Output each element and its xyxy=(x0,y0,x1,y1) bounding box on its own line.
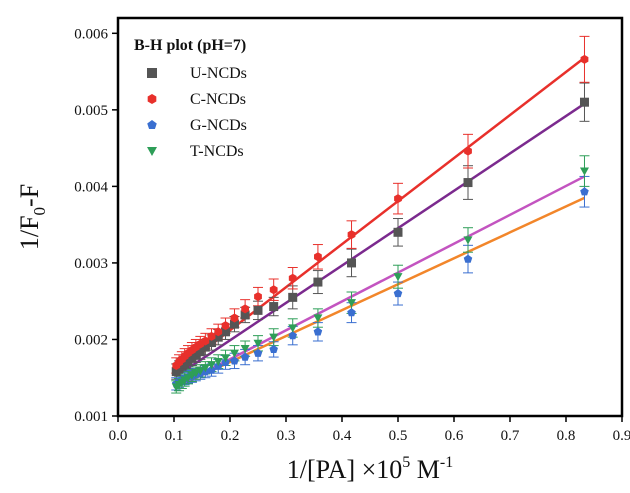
point-t-ncds xyxy=(347,299,357,308)
y-tick-label: 0.004 xyxy=(74,179,108,195)
fit-line-t-ncds xyxy=(175,175,586,389)
point-c-ncds xyxy=(241,304,250,314)
x-tick-label: 0.3 xyxy=(277,428,296,444)
point-t-ncds xyxy=(191,369,201,378)
x-label-sup: 5 xyxy=(402,454,410,471)
point-t-ncds xyxy=(240,345,250,354)
legend-marker-t-ncds xyxy=(147,147,157,156)
point-t-ncds xyxy=(393,273,403,282)
legend-marker-g-ncds xyxy=(147,120,157,130)
point-u-ncds xyxy=(579,97,589,107)
axes-layer: 0.0 0.1 0.2 0.3 0.4 0.5 0.6 0.7 0.8 0.9 0.001 0.002… xyxy=(74,16,630,444)
point-g-ncds xyxy=(313,327,323,336)
point-t-ncds xyxy=(269,333,279,342)
fit-line-g-ncds xyxy=(175,196,586,389)
point-u-ncds xyxy=(195,347,205,357)
point-t-ncds xyxy=(200,364,210,373)
y-tick-label: 0.003 xyxy=(74,256,108,272)
point-t-ncds xyxy=(229,349,239,358)
point-c-ncds xyxy=(207,331,216,341)
x-tick-label: 0.6 xyxy=(445,428,464,444)
point-c-ncds xyxy=(580,54,589,64)
plot-frame xyxy=(116,16,624,418)
fit-line-u-ncds xyxy=(175,102,586,378)
point-g-ncds xyxy=(463,254,473,263)
point-c-ncds xyxy=(314,252,322,262)
x-tick-label: 0.5 xyxy=(389,428,408,444)
x-tick-label: 0.4 xyxy=(333,428,352,444)
point-c-ncds xyxy=(254,292,262,302)
point-u-ncds xyxy=(253,305,263,315)
point-g-ncds xyxy=(207,365,216,374)
point-u-ncds xyxy=(269,302,279,312)
point-u-ncds xyxy=(240,310,250,320)
point-c-ncds xyxy=(201,336,210,346)
point-t-ncds xyxy=(253,339,263,348)
point-t-ncds xyxy=(207,361,217,370)
point-u-ncds xyxy=(393,227,403,237)
point-t-ncds xyxy=(221,354,231,363)
x-tick-label: 0.9 xyxy=(613,428,630,444)
point-u-ncds xyxy=(347,258,357,268)
legend-label-t-ncds: T-NCDs xyxy=(190,143,244,160)
point-u-ncds xyxy=(463,178,473,188)
points-layer xyxy=(171,54,589,392)
point-t-ncds xyxy=(579,167,589,176)
point-g-ncds xyxy=(269,344,278,354)
x-label-tail: M xyxy=(410,455,440,484)
legend-marker-c-ncds xyxy=(147,94,157,104)
y-axis-label: 1/F0-F xyxy=(15,184,49,250)
y-tick-label: 0.006 xyxy=(74,26,108,42)
point-t-ncds xyxy=(463,236,473,245)
x-tick-label: 0.0 xyxy=(109,428,128,444)
point-u-ncds xyxy=(221,327,231,337)
y-tick-label: 0.005 xyxy=(74,103,108,119)
point-c-ncds xyxy=(347,230,356,240)
y-label-sub: 0 xyxy=(30,207,49,216)
point-u-ncds xyxy=(213,332,223,342)
point-t-ncds xyxy=(213,358,223,367)
y-tick-label: 0.001 xyxy=(74,409,108,425)
x-label-sup2: -1 xyxy=(440,454,453,471)
legend-marker-u-ncds xyxy=(147,68,157,78)
point-t-ncds xyxy=(313,314,323,323)
point-g-ncds xyxy=(240,352,250,361)
point-u-ncds xyxy=(313,277,323,287)
chart-title: B-H plot (pH=7) xyxy=(134,37,246,54)
legend-label-g-ncds: G-NCDs xyxy=(190,117,247,134)
y-label-main: 1/F xyxy=(15,215,44,250)
x-tick-label: 0.2 xyxy=(221,428,240,444)
legend-label-u-ncds: U-NCDs xyxy=(190,65,247,82)
point-t-ncds xyxy=(288,324,298,333)
point-c-ncds xyxy=(464,146,472,156)
point-c-ncds xyxy=(221,321,230,331)
legend: B-H plot (pH=7) U-NCDs C-NCDs G-NCDs T-NCDs xyxy=(134,37,247,160)
x-tick-label: 0.8 xyxy=(557,428,576,444)
point-g-ncds xyxy=(253,348,263,357)
point-g-ncds xyxy=(288,331,297,340)
y-tick-label: 0.002 xyxy=(74,332,108,348)
x-label-main: 1/[PA] ×10 xyxy=(287,455,403,484)
point-g-ncds xyxy=(230,356,239,365)
legend-label-c-ncds: C-NCDs xyxy=(190,91,246,108)
point-g-ncds xyxy=(347,308,356,317)
point-u-ncds xyxy=(229,319,239,329)
x-tick-label: 0.1 xyxy=(165,428,184,444)
point-c-ncds xyxy=(394,194,402,204)
point-t-ncds xyxy=(195,367,205,376)
point-g-ncds xyxy=(580,187,589,196)
point-u-ncds xyxy=(207,338,217,348)
x-tick-label: 0.7 xyxy=(501,428,520,444)
point-u-ncds xyxy=(200,342,210,352)
point-c-ncds xyxy=(214,327,223,337)
point-u-ncds xyxy=(288,292,298,302)
point-g-ncds xyxy=(393,289,403,298)
x-axis-label: 1/[PA] ×105 M-1 xyxy=(287,454,454,484)
point-c-ncds xyxy=(230,313,239,323)
point-c-ncds xyxy=(288,273,297,283)
point-c-ncds xyxy=(269,285,278,295)
y-label-tail: -F xyxy=(15,184,44,207)
